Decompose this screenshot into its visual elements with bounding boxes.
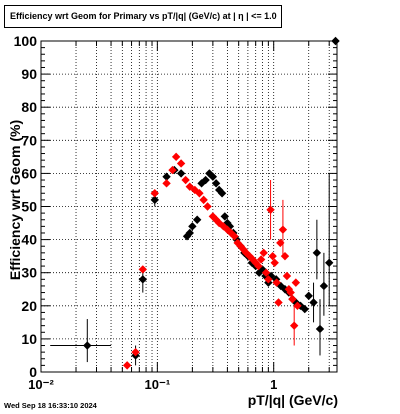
data-point [261,268,271,277]
x-tick-label: 10⁻² [28,377,54,392]
data-point [199,195,208,205]
title-box: Efficiency wrt Geom for Primary vs pT/|q… [4,5,282,28]
data-point [264,275,273,284]
data-point [319,281,329,291]
data-point [83,341,92,350]
y-tick-label: 40 [21,232,37,248]
data-point [233,238,242,248]
data-point [282,271,292,281]
x-axis-label: pT/|q| (GeV/c) [248,392,338,408]
data-point [276,238,285,248]
y-tick-label: 80 [21,99,37,115]
grid-lines [41,41,337,372]
data-point [131,347,140,357]
data-point [138,275,148,284]
data-point [150,195,159,205]
data-point [150,189,159,198]
series-black [50,36,340,366]
data-point [171,152,181,162]
data-point [289,321,299,330]
data-point [195,189,204,198]
y-tick-labels: 0 10 20 30 40 50 60 70 80 90 100 [14,33,38,380]
y-tick-label: 10 [21,331,37,347]
axis-ticks [40,40,337,373]
data-point [256,255,266,264]
data-point [185,228,194,238]
data-point [208,172,218,181]
data-point [168,165,177,175]
data-point [266,205,275,215]
data-point [331,36,340,46]
x-tick-label: 10⁻¹ [145,377,171,392]
data-point [286,288,295,297]
y-tick-label: 100 [14,33,38,49]
data-point [272,278,281,287]
y-tick-label: 90 [21,66,37,82]
data-point [201,175,210,185]
data-point [259,248,268,258]
y-tick-label: 60 [21,165,37,181]
y-tick-label: 50 [21,199,37,215]
data-point [211,179,221,188]
y-tick-label: 0 [29,364,37,380]
data-point [274,298,283,307]
data-point [162,172,171,181]
data-point [288,294,297,304]
data-point [181,175,190,185]
data-point [138,265,148,274]
x-tick-label: 1 [270,377,277,392]
data-point [192,215,202,224]
data-point [270,258,279,267]
data-point [280,251,290,261]
data-point [217,189,227,198]
y-tick-label: 30 [21,265,37,281]
chart-title: Efficiency wrt Geom for Primary vs pT/|q… [10,11,277,21]
y-tick-label: 70 [21,132,37,148]
data-point [176,159,186,168]
data-point [309,298,318,307]
data-point [205,169,214,178]
data-point [239,245,248,254]
data-point [236,242,245,251]
data-point [304,291,313,301]
data-point [300,304,309,314]
data-point [122,361,132,370]
data-point [176,169,186,178]
data-point [162,179,171,188]
data-point [254,261,263,271]
data-point [325,258,334,267]
series-red [122,152,302,370]
data-point [315,324,325,334]
data-point [291,278,301,287]
timestamp: Wed Sep 18 16:33:10 2024 [4,401,97,410]
data-point [230,232,239,241]
data-series [50,36,340,370]
data-point [220,212,230,221]
data-point [293,301,302,310]
y-tick-label: 20 [21,298,37,314]
data-point [268,251,277,261]
data-point [278,225,288,234]
data-point [312,248,322,258]
data-point [188,222,197,231]
x-tick-labels: 10⁻² 10⁻¹ 1 [28,377,277,392]
y-axis-label: Efficiency wrt Geom (%) [7,120,23,280]
data-point [203,202,212,211]
